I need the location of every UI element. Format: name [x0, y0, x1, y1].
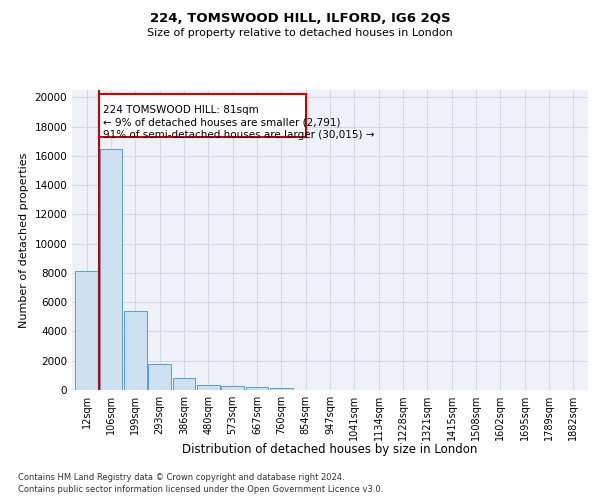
Bar: [148, 364, 171, 390]
Y-axis label: Number of detached properties: Number of detached properties: [19, 152, 29, 328]
Text: 224 TOMSWOOD HILL: 81sqm: 224 TOMSWOOD HILL: 81sqm: [103, 106, 259, 116]
Text: Contains public sector information licensed under the Open Government Licence v3: Contains public sector information licen…: [18, 485, 383, 494]
Bar: [173, 378, 195, 390]
Text: Distribution of detached houses by size in London: Distribution of detached houses by size …: [182, 442, 478, 456]
Bar: [221, 386, 244, 390]
Text: 91% of semi-detached houses are larger (30,015) →: 91% of semi-detached houses are larger (…: [103, 130, 374, 140]
Bar: [124, 311, 146, 390]
Bar: [197, 385, 220, 390]
Bar: [245, 387, 268, 390]
Text: 224, TOMSWOOD HILL, ILFORD, IG6 2QS: 224, TOMSWOOD HILL, ILFORD, IG6 2QS: [149, 12, 451, 26]
Bar: [75, 272, 98, 390]
Text: Size of property relative to detached houses in London: Size of property relative to detached ho…: [147, 28, 453, 38]
Bar: [270, 388, 293, 390]
Bar: [100, 148, 122, 390]
Text: Contains HM Land Registry data © Crown copyright and database right 2024.: Contains HM Land Registry data © Crown c…: [18, 472, 344, 482]
Text: ← 9% of detached houses are smaller (2,791): ← 9% of detached houses are smaller (2,7…: [103, 118, 340, 128]
Bar: [99, 94, 306, 137]
